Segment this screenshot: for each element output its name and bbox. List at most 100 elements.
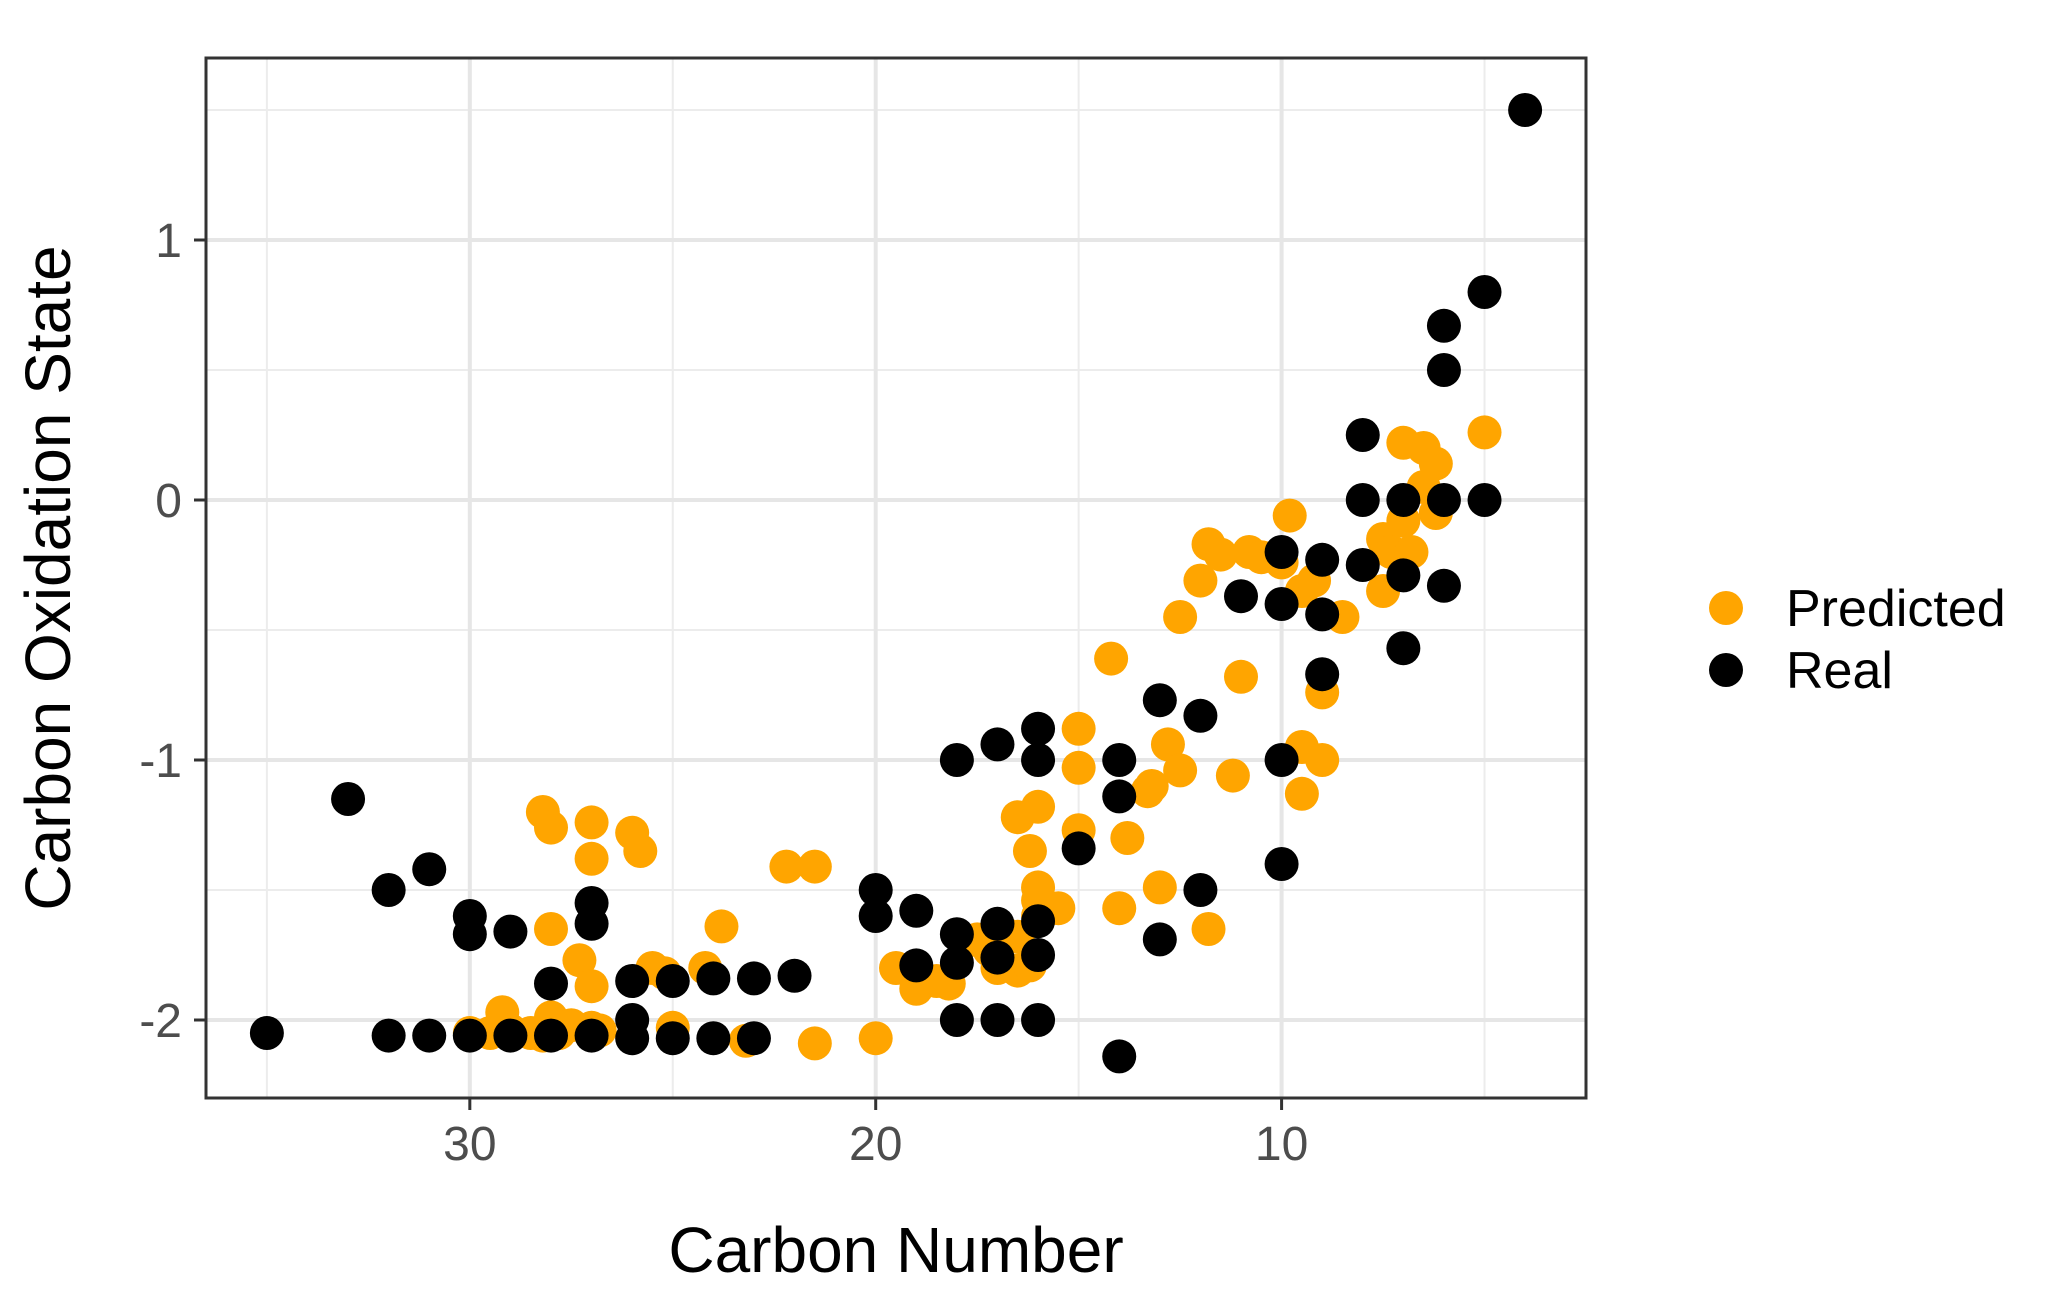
real-point — [249, 1016, 284, 1050]
predicted-point — [797, 1026, 832, 1061]
predicted-point — [1215, 758, 1250, 793]
real-point — [1264, 743, 1299, 777]
predicted-point — [1284, 776, 1319, 811]
real-point — [1021, 711, 1056, 746]
real-point — [1305, 597, 1340, 632]
real-point — [615, 964, 650, 998]
real-point — [574, 906, 609, 941]
real-point — [452, 1018, 487, 1053]
predicted-point — [797, 849, 832, 884]
real-point — [1264, 535, 1299, 569]
real-point — [736, 961, 771, 996]
real-point — [331, 782, 366, 816]
y-tick-label: -1 — [139, 735, 182, 788]
real-point — [1021, 938, 1056, 972]
real-point — [899, 948, 934, 983]
real-point — [939, 1003, 974, 1037]
real-point — [1021, 1003, 1056, 1037]
real-point — [412, 852, 447, 887]
real-point — [939, 743, 974, 777]
predicted-point — [1142, 870, 1177, 905]
y-axis-title: Carbon Oxidation State — [12, 245, 84, 910]
x-axis-title: Carbon Number — [668, 1214, 1123, 1286]
real-point — [493, 1018, 528, 1053]
real-point — [1426, 353, 1461, 387]
predicted-point — [769, 849, 804, 884]
predicted-point — [858, 1021, 893, 1056]
real-point — [655, 964, 690, 998]
real-point — [939, 945, 974, 980]
predicted-point — [1061, 750, 1096, 785]
real-point — [534, 1018, 568, 1053]
real-point — [1467, 483, 1502, 517]
real-point — [1021, 904, 1056, 939]
real-point — [655, 1021, 690, 1056]
predicted-point — [704, 909, 739, 944]
y-tick-label: 1 — [155, 215, 182, 268]
predicted-point — [574, 969, 609, 1004]
predicted-point — [1163, 600, 1198, 634]
real-point — [452, 917, 487, 952]
predicted-point — [1163, 753, 1198, 788]
real-point — [1467, 275, 1502, 309]
real-point — [1305, 542, 1340, 577]
legend-key-real — [1709, 653, 1743, 687]
predicted-point — [1094, 641, 1129, 676]
x-tick-label: 20 — [849, 1118, 902, 1171]
real-point — [736, 1021, 771, 1056]
real-point — [574, 1018, 609, 1053]
predicted-point — [1191, 912, 1226, 946]
predicted-point — [562, 943, 597, 978]
real-point — [1224, 579, 1258, 614]
real-point — [1345, 548, 1380, 582]
real-point — [412, 1018, 447, 1053]
real-point — [1386, 631, 1421, 666]
real-point — [1386, 558, 1421, 593]
predicted-point — [1012, 834, 1047, 868]
predicted-point — [1150, 727, 1185, 762]
real-point — [534, 966, 568, 1001]
predicted-point — [1467, 415, 1502, 450]
real-point — [1102, 779, 1137, 814]
predicted-point — [1418, 446, 1453, 481]
real-point — [1508, 93, 1543, 127]
real-point — [1345, 418, 1380, 452]
real-point — [1061, 831, 1096, 866]
real-point — [1305, 657, 1340, 692]
predicted-point — [1021, 870, 1056, 905]
real-point — [858, 899, 893, 933]
real-point — [777, 958, 812, 993]
real-point — [1102, 1039, 1137, 1074]
legend-label-predicted: Predicted — [1786, 580, 2006, 638]
real-point — [980, 727, 1015, 762]
predicted-point — [1305, 743, 1340, 777]
real-point — [1142, 922, 1177, 957]
legend-key-predicted — [1709, 591, 1743, 625]
real-point — [980, 940, 1015, 975]
real-point — [1102, 743, 1137, 777]
predicted-point — [534, 912, 568, 946]
legend-label-real: Real — [1786, 642, 1893, 700]
real-point — [696, 1021, 731, 1056]
x-tick-label: 30 — [443, 1118, 496, 1171]
real-point — [696, 961, 731, 996]
real-point — [1426, 308, 1461, 343]
predicted-point — [1061, 711, 1096, 746]
real-point — [493, 914, 528, 949]
predicted-point — [1134, 769, 1169, 803]
data-points — [249, 93, 1543, 1074]
real-point — [1345, 483, 1380, 517]
real-point — [980, 1003, 1015, 1037]
y-tick-label: -2 — [139, 995, 182, 1048]
predicted-point — [574, 805, 609, 840]
predicted-point — [1224, 659, 1258, 694]
predicted-point — [1110, 821, 1145, 855]
predicted-point — [1272, 498, 1307, 533]
real-point — [980, 906, 1015, 941]
predicted-point — [534, 810, 568, 845]
real-point — [1386, 483, 1421, 517]
